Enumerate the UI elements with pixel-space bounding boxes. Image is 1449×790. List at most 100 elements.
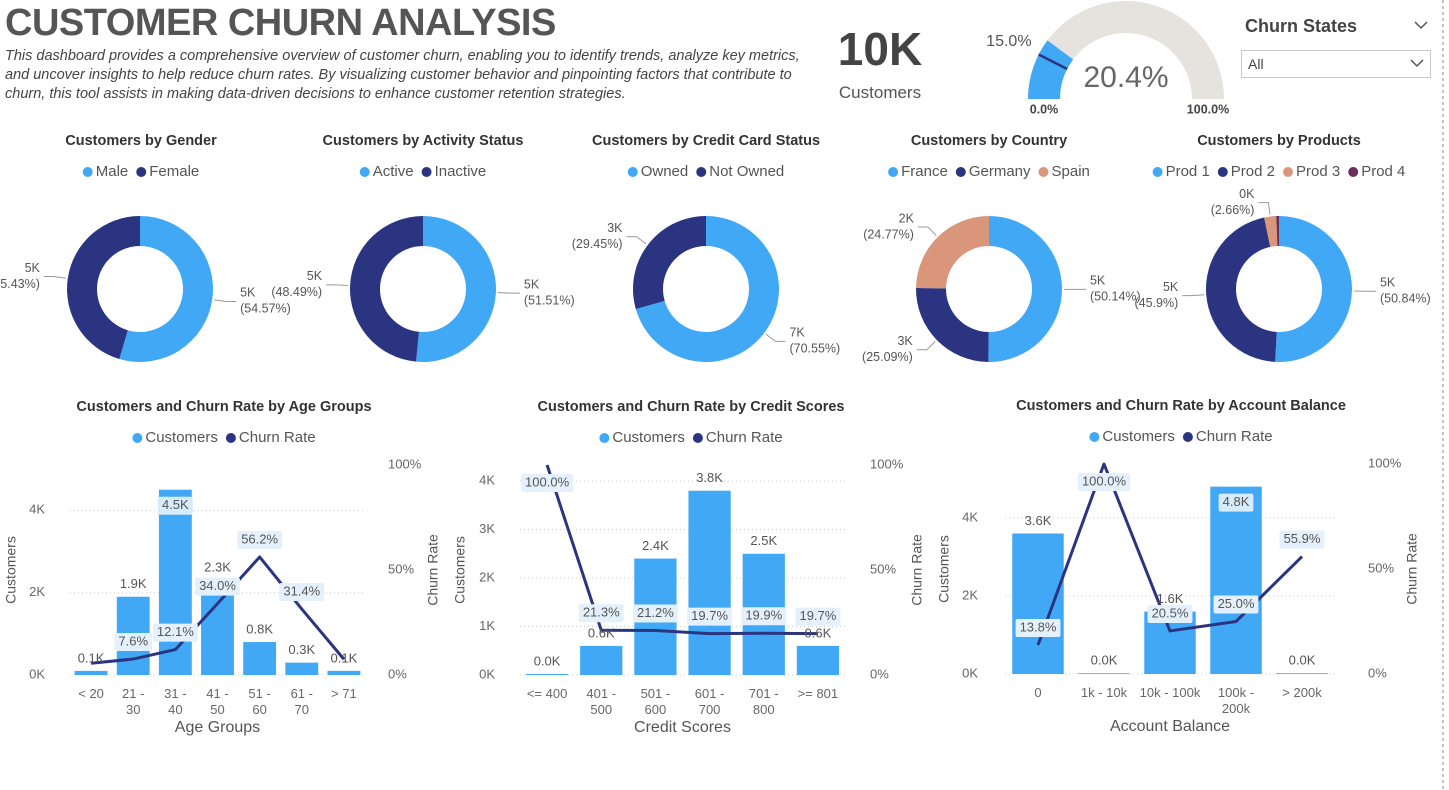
data-label: (2.66%): [1211, 203, 1255, 217]
gauge-tick-label: 0.0%: [1030, 102, 1059, 116]
y2-axis-title: Churn Rate: [1404, 533, 1420, 605]
legend: Male Female: [82, 163, 199, 180]
bar: [158, 489, 192, 675]
legend: Customers Churn Rate: [599, 429, 783, 446]
bar: [327, 670, 361, 675]
slicer-value[interactable]: All: [1248, 56, 1264, 72]
y2-tick-label: 0%: [870, 666, 889, 681]
legend-marker: [1217, 167, 1228, 177]
bar-label: 0.1K: [78, 650, 105, 665]
data-label: (48.49%): [271, 285, 322, 299]
line-label: 19.7%: [691, 608, 728, 623]
legend-marker: [1089, 432, 1100, 442]
line-label: 100.0%: [1082, 473, 1127, 488]
x-tick-label: 51 - 60: [248, 686, 271, 717]
line-label: 31.4%: [283, 583, 320, 598]
line-label: 56.2%: [241, 531, 278, 546]
bar: [285, 662, 319, 675]
legend-label: Inactive: [435, 163, 487, 180]
legend-marker: [225, 433, 236, 443]
data-label: (54.57%): [240, 302, 291, 316]
legend-marker: [1152, 167, 1163, 177]
legend-marker: [627, 167, 638, 177]
bar-label: 4.8K: [1223, 494, 1250, 509]
y-tick-label: 2K: [29, 584, 45, 599]
x-tick-label: 41 - 50: [206, 686, 229, 717]
label-box: [521, 474, 574, 492]
x-axis-title: Account Balance: [1110, 718, 1230, 735]
bar-label: 1.6K: [1157, 591, 1184, 606]
slicer-dropdown[interactable]: [1241, 50, 1431, 78]
donut-slice: [416, 216, 496, 362]
line-label: 25.0%: [1218, 596, 1255, 611]
y-axis-title: Customers: [452, 536, 468, 604]
x-tick-label: 601 - 700: [694, 686, 725, 717]
bar: [580, 645, 623, 675]
label-box: [157, 496, 193, 515]
line-label: 19.9%: [745, 608, 782, 623]
label-box: [632, 604, 678, 623]
slicer-collapse[interactable]: [1414, 21, 1428, 30]
bar-label: 0.6K: [588, 625, 615, 640]
label-box: [195, 577, 240, 596]
label-box: [795, 607, 841, 626]
legend-label: Churn Rate: [239, 429, 316, 446]
y2-tick-label: 50%: [1368, 560, 1394, 575]
legend-marker: [1348, 167, 1359, 177]
x-tick-label: 31 - 40: [164, 686, 187, 717]
legend-label: Customers: [145, 429, 218, 446]
y2-tick-label: 50%: [870, 561, 896, 576]
bar-label: 0.3K: [288, 642, 315, 657]
x-tick-label: 501 - 600: [640, 686, 671, 717]
legend-marker: [1038, 167, 1049, 177]
bar-label: 0.6K: [805, 625, 832, 640]
bar: [796, 645, 840, 675]
line-label: 21.3%: [583, 605, 620, 620]
data-label: (45.43%): [0, 277, 40, 291]
legend-label: Churn Rate: [706, 429, 783, 446]
leader-line: [326, 284, 349, 286]
line-label: 34.0%: [199, 578, 236, 593]
y2-tick-label: 0%: [388, 666, 407, 681]
bar-label: 0.0K: [534, 653, 561, 668]
y2-tick-label: 0%: [1368, 665, 1387, 680]
label-box: [237, 530, 283, 549]
line-label: 19.7%: [799, 608, 836, 623]
dropdown-arrow[interactable]: [1410, 59, 1424, 68]
legend-label: Germany: [969, 163, 1031, 180]
x-tick-label: 401 - 500: [586, 686, 617, 717]
x-tick-label: 1k - 10k: [1080, 685, 1128, 700]
donut-slice: [66, 216, 140, 360]
x-tick-label: >= 801: [797, 686, 839, 701]
chart-title: Customers by Credit Card Status: [592, 133, 820, 149]
legend-marker: [359, 167, 370, 177]
leader-line: [1258, 202, 1271, 215]
bar: [525, 674, 569, 675]
line-label: 21.2%: [637, 605, 674, 620]
legend: Active Inactive: [359, 163, 487, 180]
kpi-value: 10K: [837, 23, 923, 75]
label-box: [578, 604, 624, 623]
chart-title: Customers by Gender: [65, 133, 217, 149]
legend: Prod 1 Prod 2 Prod 3 Prod 4: [1152, 163, 1405, 180]
count-label: 5K: [1090, 274, 1106, 288]
bar-label: 2.3K: [204, 560, 231, 575]
donut-slice: [349, 216, 423, 362]
y2-tick-label: 100%: [388, 456, 422, 471]
legend-label: Female: [149, 163, 199, 180]
count-label: 5K: [307, 269, 323, 283]
label-box: [1213, 595, 1259, 614]
bar-label: 0.0K: [1091, 653, 1118, 668]
data-label: (24.77%): [863, 227, 914, 241]
leader-line: [916, 341, 936, 351]
donut-slice: [916, 216, 989, 289]
slicer-title: Churn States: [1245, 16, 1358, 36]
y-tick-label: 0K: [479, 666, 495, 681]
bar: [74, 670, 108, 675]
bar-label: 4.5K: [162, 497, 189, 512]
bar-label: 3.8K: [696, 470, 723, 485]
bar-label: 2.5K: [750, 533, 777, 548]
line-label: 55.9%: [1284, 531, 1321, 546]
